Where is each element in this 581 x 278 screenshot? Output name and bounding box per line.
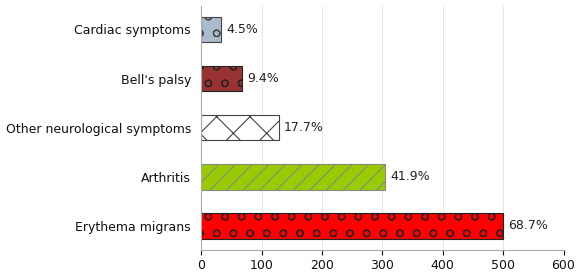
Bar <box>202 164 385 190</box>
Text: 17.7%: 17.7% <box>284 121 324 134</box>
Text: 4.5%: 4.5% <box>226 23 258 36</box>
Bar <box>202 115 279 140</box>
Bar <box>202 66 242 91</box>
Text: 41.9%: 41.9% <box>390 170 430 183</box>
Text: 68.7%: 68.7% <box>508 219 548 232</box>
Bar <box>202 213 503 239</box>
Bar <box>202 17 221 42</box>
Text: 9.4%: 9.4% <box>248 72 279 85</box>
